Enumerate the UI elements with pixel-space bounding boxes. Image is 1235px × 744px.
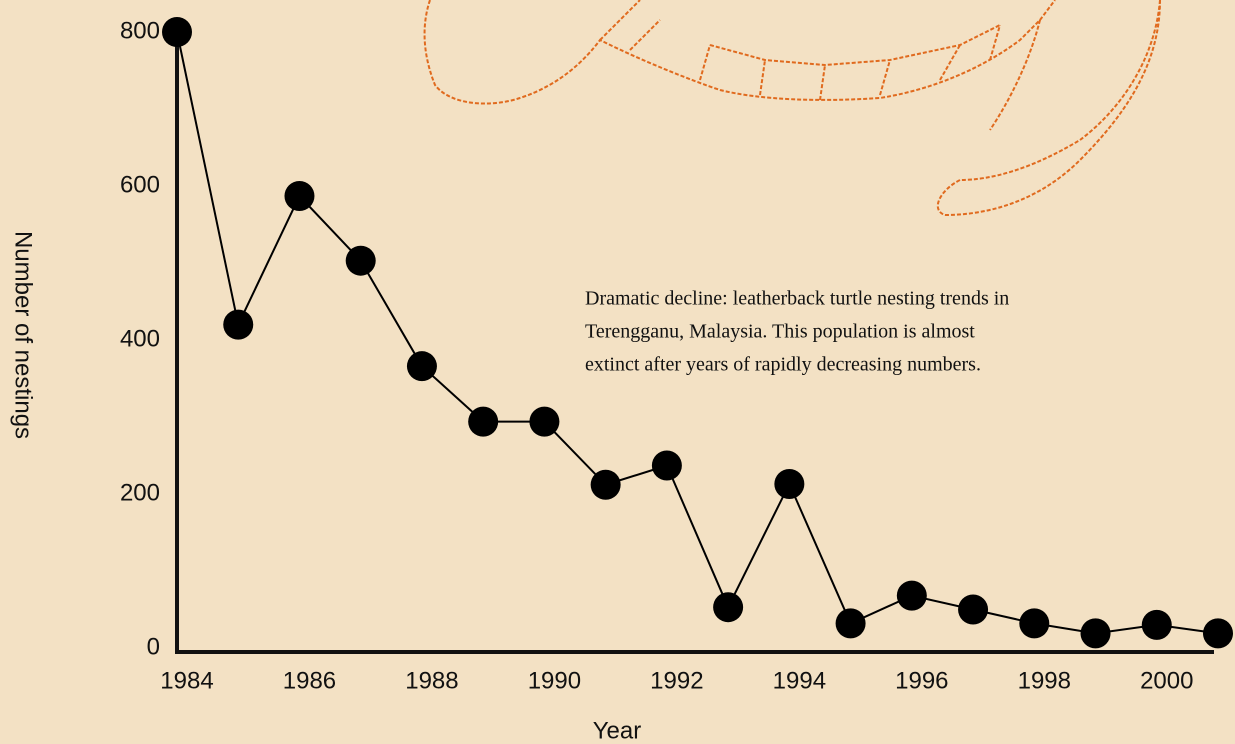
x-tick-label: 1988	[405, 667, 458, 694]
annotation: Terengganu, Malaysia. This population is…	[585, 321, 975, 343]
y-axis-title: Number of nestings	[10, 231, 37, 439]
marker	[162, 17, 192, 47]
y-tick-label: 200	[120, 479, 160, 506]
annotation: Dramatic decline: leatherback turtle nes…	[585, 288, 1009, 310]
x-tick-label: 1992	[650, 667, 703, 694]
marker	[346, 246, 376, 276]
y-tick-label: 400	[120, 325, 160, 352]
marker	[774, 469, 804, 499]
marker	[591, 470, 621, 500]
marker	[529, 407, 559, 437]
marker	[1203, 618, 1233, 648]
marker	[958, 595, 988, 625]
x-tick-label: 2000	[1140, 667, 1193, 694]
marker	[1142, 610, 1172, 640]
y-tick-label: 600	[120, 171, 160, 198]
annotation: extinct after years of rapidly decreasin…	[585, 354, 981, 376]
x-tick-label: 1998	[1018, 667, 1071, 694]
marker	[713, 592, 743, 622]
x-tick-label: 1986	[283, 667, 336, 694]
x-tick-label: 1984	[160, 667, 213, 694]
x-axis-title: Year	[593, 717, 642, 744]
marker	[284, 181, 314, 211]
x-tick-label: 1994	[773, 667, 826, 694]
marker	[407, 351, 437, 381]
marker	[468, 407, 498, 437]
marker	[1019, 608, 1049, 638]
chart: Year Number of nestings Dramatic decline…	[0, 0, 1235, 744]
marker	[652, 451, 682, 481]
y-tick-label: 800	[120, 17, 160, 44]
marker	[897, 581, 927, 611]
y-tick-label: 0	[147, 633, 160, 660]
marker	[836, 608, 866, 638]
x-tick-label: 1990	[528, 667, 581, 694]
marker	[1081, 618, 1111, 648]
x-tick-label: 1996	[895, 667, 948, 694]
marker	[223, 310, 253, 340]
